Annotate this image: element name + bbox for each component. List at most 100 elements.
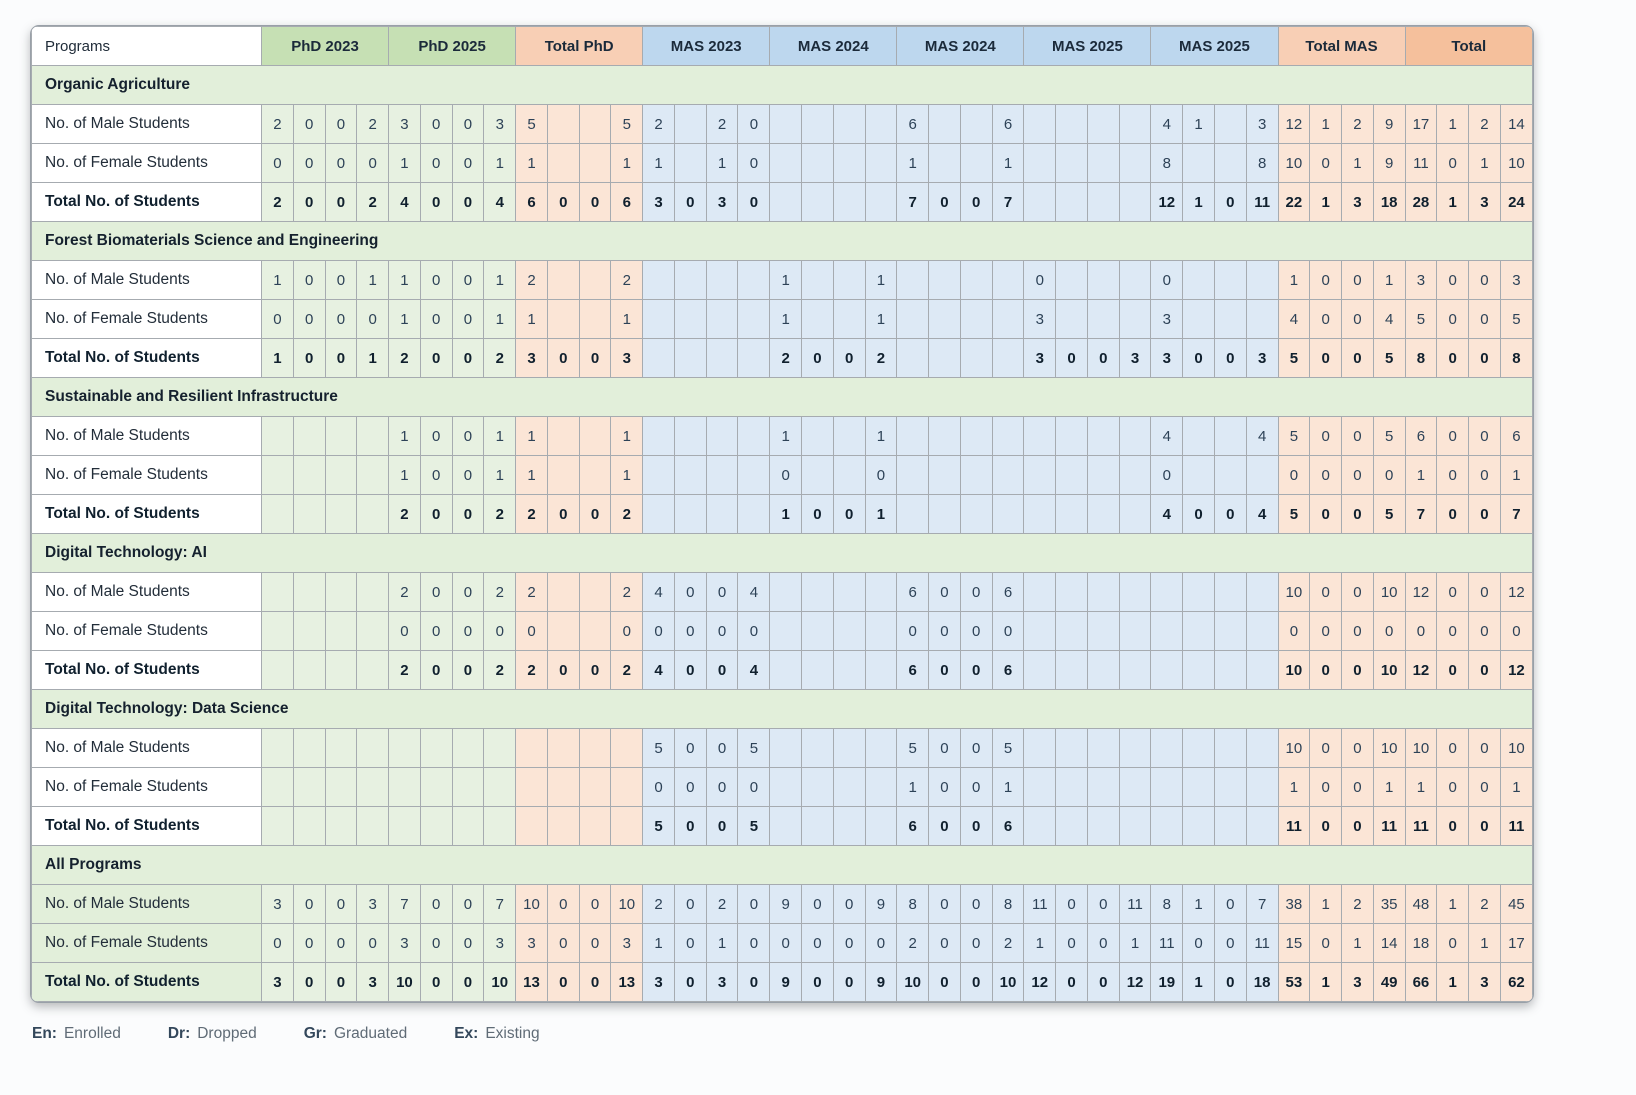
data-cell: 1 <box>705 143 739 183</box>
data-cell: 9 <box>769 884 803 924</box>
data-cell: 2 <box>261 104 294 144</box>
data-cell: 2 <box>483 494 517 534</box>
data-cell: 38 <box>1277 884 1311 924</box>
data-cell: 6 <box>1404 416 1438 456</box>
data-cell <box>1213 455 1247 495</box>
data-cell: 0 <box>1436 299 1470 339</box>
data-cell <box>801 767 834 807</box>
data-cell: 1 <box>1499 767 1533 807</box>
data-cell <box>292 806 326 846</box>
data-cell: 1 <box>705 923 739 963</box>
data-cell <box>1086 767 1120 807</box>
data-cell <box>673 416 707 456</box>
data-cell: 0 <box>673 923 707 963</box>
row-label: Total No. of Students <box>31 338 262 378</box>
data-cell <box>261 572 294 612</box>
data-cell: 18 <box>1245 962 1279 1002</box>
data-cell: 0 <box>1086 338 1120 378</box>
data-cell: 3 <box>705 182 739 222</box>
data-cell: 10 <box>515 884 548 924</box>
data-cell <box>705 338 739 378</box>
data-cell <box>546 416 580 456</box>
data-cell: 1 <box>610 299 644 339</box>
data-cell <box>642 338 675 378</box>
data-cell: 10 <box>1277 572 1311 612</box>
data-cell: 0 <box>451 143 485 183</box>
data-cell <box>801 299 834 339</box>
legend-label: Enrolled <box>63 1025 121 1042</box>
data-cell: 0 <box>1277 611 1311 651</box>
row-label: No. of Female Students <box>31 299 262 339</box>
data-cell: 1 <box>896 767 930 807</box>
data-cell <box>388 728 421 768</box>
data-cell: 12 <box>1404 650 1438 690</box>
section-header-row: Sustainable and Resilient Infrastructure <box>31 377 1533 417</box>
data-cell: 0 <box>1372 611 1406 651</box>
data-cell: 1 <box>1372 767 1406 807</box>
data-cell: 0 <box>801 494 834 534</box>
data-cell: 1 <box>769 260 803 300</box>
data-cell <box>1086 611 1120 651</box>
data-cell <box>356 455 390 495</box>
data-cell: 0 <box>928 572 961 612</box>
data-cell: 0 <box>324 884 358 924</box>
data-cell: 3 <box>1118 338 1152 378</box>
data-cell: 1 <box>1118 923 1152 963</box>
data-cell: 3 <box>1499 260 1533 300</box>
data-cell: 0 <box>1341 299 1374 339</box>
data-cell: 0 <box>578 182 612 222</box>
data-cell <box>324 572 358 612</box>
data-cell <box>578 728 612 768</box>
data-row: No. of Female Students 0 0 0 0 3 0 0 3 3 0 0 3 1 0 1 0 0 0… <box>31 923 1533 963</box>
header-mas-2025: MAS 2025 <box>1023 26 1152 66</box>
data-cell: 0 <box>1436 572 1470 612</box>
data-cell: 2 <box>388 494 421 534</box>
data-cell: 1 <box>769 494 803 534</box>
data-cell: 2 <box>388 338 421 378</box>
data-cell <box>769 572 803 612</box>
data-cell: 4 <box>388 182 421 222</box>
data-cell: 2 <box>896 923 930 963</box>
data-cell <box>1245 260 1279 300</box>
data-cell: 0 <box>1436 260 1470 300</box>
data-cell: 0 <box>1182 494 1215 534</box>
data-row: No. of Male Students 1 0 0 1 1 0 0 1 2 2 1 1 0 0 1 0 0 1 3 0… <box>31 260 1533 300</box>
data-cell <box>1245 650 1279 690</box>
data-cell <box>515 728 548 768</box>
data-cell <box>801 182 834 222</box>
data-cell <box>1245 572 1279 612</box>
data-cell: 3 <box>356 884 390 924</box>
row-label: Total No. of Students <box>31 494 262 534</box>
data-cell <box>896 455 930 495</box>
data-cell: 0 <box>419 260 453 300</box>
data-cell: 5 <box>1372 338 1406 378</box>
data-cell: 0 <box>324 923 358 963</box>
data-cell <box>737 416 771 456</box>
data-cell <box>801 416 834 456</box>
data-cell: 1 <box>1309 182 1343 222</box>
data-cell <box>610 806 644 846</box>
data-cell: 0 <box>1213 962 1247 1002</box>
data-cell: 0 <box>1468 728 1501 768</box>
data-cell: 1 <box>483 455 517 495</box>
data-cell: 0 <box>324 260 358 300</box>
data-cell <box>1245 728 1279 768</box>
data-cell: 6 <box>515 182 548 222</box>
data-cell <box>832 416 866 456</box>
data-cell: 1 <box>642 143 675 183</box>
header-total-mas: Total MAS <box>1277 26 1406 66</box>
data-cell <box>292 455 326 495</box>
data-cell <box>1086 650 1120 690</box>
data-cell: 0 <box>1341 416 1374 456</box>
data-cell <box>769 182 803 222</box>
data-cell <box>769 611 803 651</box>
data-cell: 0 <box>1213 338 1247 378</box>
data-cell <box>642 416 675 456</box>
data-cell: 0 <box>1213 494 1247 534</box>
data-cell <box>1086 143 1120 183</box>
data-cell: 0 <box>928 962 961 1002</box>
row-label: Total No. of Students <box>31 806 262 846</box>
data-cell <box>959 260 993 300</box>
data-cell <box>261 806 294 846</box>
data-cell: 49 <box>1372 962 1406 1002</box>
